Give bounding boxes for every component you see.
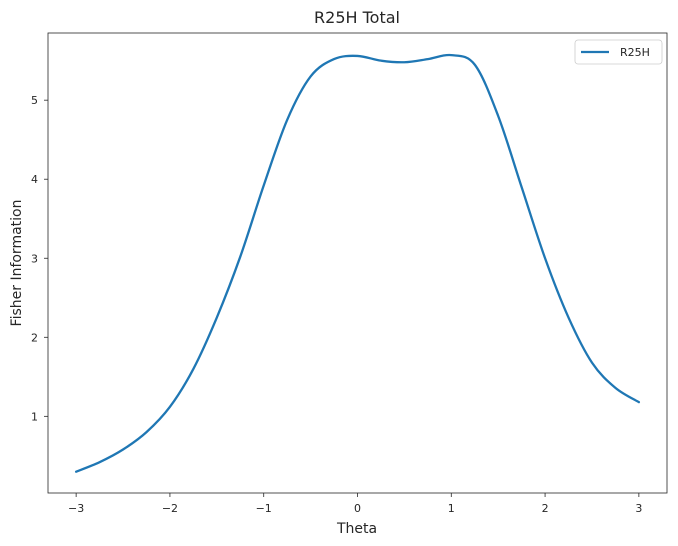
chart-title: R25H Total [314, 8, 400, 27]
legend: R25H [574, 39, 663, 65]
y-tick-label: 2 [31, 331, 38, 344]
y-tick-label: 5 [31, 94, 38, 107]
x-tick-label: −2 [162, 502, 178, 515]
x-tick-label: 1 [448, 502, 455, 515]
x-tick-label: −3 [68, 502, 84, 515]
x-axis-ticks: −3 −2 −1 0 1 2 3 [68, 493, 642, 515]
y-tick-label: 3 [31, 252, 38, 265]
x-tick-label: −1 [256, 502, 272, 515]
y-tick-label: 1 [31, 410, 38, 423]
series-line-r25h [74, 53, 641, 473]
plot-frame [47, 32, 668, 494]
y-axis-label: Fisher Information [9, 200, 25, 327]
x-axis-label: Theta [336, 521, 377, 537]
y-axis-ticks: 1 2 3 4 5 [31, 94, 48, 423]
y-tick-label: 4 [31, 173, 38, 186]
legend-label: R25H [620, 46, 650, 59]
legend-frame [574, 39, 663, 65]
x-tick-label: 3 [635, 502, 642, 515]
x-tick-label: 0 [354, 502, 361, 515]
x-tick-label: 2 [542, 502, 549, 515]
plot-area [47, 32, 668, 494]
